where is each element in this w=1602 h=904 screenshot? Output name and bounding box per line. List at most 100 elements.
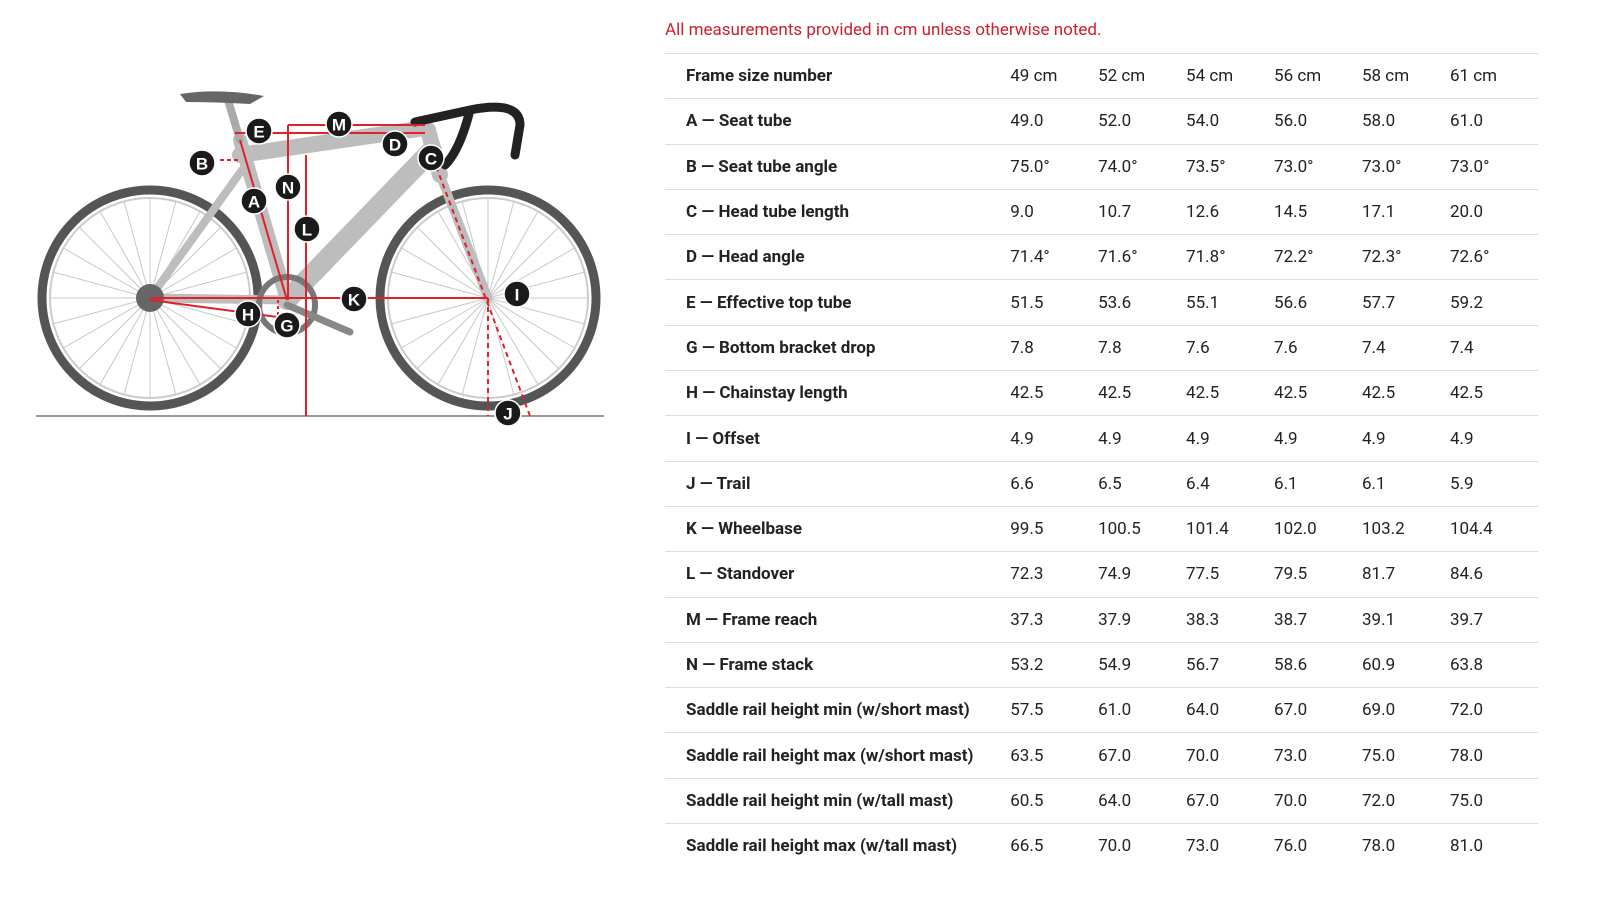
spoke — [487, 211, 539, 299]
row-label: H — Chainstay length — [665, 370, 1011, 416]
cell: 76.0 — [1274, 823, 1362, 869]
table-row: K — Wheelbase 99.5 100.5 101.4 102.0 103.2 104… — [665, 505, 1538, 552]
label-letter: B — [196, 155, 208, 174]
cell: 5.9 — [1449, 460, 1538, 507]
cell: 70.0 — [1186, 732, 1275, 779]
spoke — [401, 297, 489, 349]
table-row: B — Seat tube angle 75.0° 74.0° 73.5° 73.0° 7… — [665, 143, 1538, 190]
label-badge — [274, 173, 302, 201]
cell: 72.6° — [1449, 234, 1538, 280]
cell: 77.5 — [1186, 551, 1275, 598]
label-letter: I — [515, 286, 520, 305]
label-letter: A — [248, 193, 260, 212]
cell: 6.4 — [1186, 460, 1275, 507]
cell: 52 cm — [1098, 52, 1187, 99]
cell: 61.0 — [1449, 98, 1538, 145]
cell: 37.3 — [1010, 596, 1099, 643]
row-label: Saddle rail height min (w/tall mast) — [665, 777, 1011, 824]
cell: 17.1 — [1361, 188, 1450, 235]
cell: 73.0 — [1274, 732, 1362, 779]
spoke — [487, 297, 560, 370]
cell: 54 cm — [1186, 52, 1275, 99]
cell: 57.5 — [1010, 687, 1099, 733]
cell: 71.6° — [1098, 234, 1187, 280]
row-label: K — Wheelbase — [665, 505, 1011, 552]
cell: 58 cm — [1361, 52, 1450, 99]
row-label: D — Head angle — [665, 234, 1011, 280]
cell: 73.0° — [1449, 143, 1538, 190]
cell: 63.8 — [1449, 641, 1538, 688]
spoke — [53, 297, 151, 325]
row-label: M — Frame reach — [665, 596, 1011, 643]
table-row: L — Standover 72.3 74.9 77.5 79.5 81.7 84.6 — [665, 551, 1538, 598]
cell: 7.4 — [1361, 324, 1450, 371]
label-letter: C — [425, 150, 437, 169]
cell: 39.7 — [1449, 596, 1538, 643]
label-badge — [188, 149, 216, 177]
spoke — [63, 297, 151, 349]
cell: 67.0 — [1098, 732, 1187, 779]
spoke — [99, 211, 151, 299]
cell: 4.9 — [1186, 415, 1275, 462]
spoke — [391, 297, 489, 325]
cell: 71.4° — [1010, 234, 1099, 280]
crank — [283, 301, 354, 336]
spoke — [149, 297, 177, 395]
cell: 10.7 — [1098, 188, 1187, 235]
label-letter: N — [282, 179, 294, 198]
cell: 72.3 — [1010, 551, 1099, 598]
geometry-table: Frame size number 49 cm 52 cm 54 cm 56 cm 58 … — [665, 52, 1538, 869]
spokes — [50, 198, 588, 398]
table-row: Saddle rail height max (w/short mast) 63.… — [665, 732, 1538, 779]
cell: 78.0 — [1361, 823, 1450, 869]
cell: 39.1 — [1361, 596, 1450, 643]
label-letter: E — [253, 123, 264, 142]
row-label: E — Effective top tube — [665, 279, 1011, 326]
row-label: Saddle rail height min (w/short mast) — [665, 687, 1011, 733]
row-label: G — Bottom bracket drop — [665, 324, 1011, 371]
saddle — [180, 91, 264, 104]
cell: 74.9 — [1098, 551, 1187, 598]
table-row: G — Bottom bracket drop 7.8 7.8 7.6 7.6 7.4 7.… — [665, 324, 1538, 371]
cell: 71.8° — [1186, 234, 1275, 280]
spoke — [416, 297, 489, 370]
spoke — [63, 247, 151, 299]
spoke — [487, 297, 575, 349]
cell: 81.0 — [1449, 823, 1538, 869]
cell: 49 cm — [1010, 52, 1099, 99]
cell: 67.0 — [1274, 687, 1362, 733]
row-label: J — Trail — [665, 460, 1011, 507]
cell: 7.8 — [1010, 324, 1099, 371]
label-badge — [340, 285, 368, 313]
spoke — [487, 247, 575, 299]
cell: 55.1 — [1186, 279, 1275, 326]
cell: 38.7 — [1274, 596, 1362, 643]
label-letter: G — [280, 317, 293, 336]
cell: 73.0 — [1186, 823, 1275, 869]
bike-diagram: M E D C B N A L K I H G J — [36, 91, 604, 427]
row-label: L — Standover — [665, 551, 1011, 598]
label-badge — [240, 187, 268, 215]
spoke — [99, 297, 151, 385]
cell: 59.2 — [1449, 279, 1538, 326]
table-row: Saddle rail height min (w/tall mast) 60.5… — [665, 777, 1538, 824]
spoke — [149, 271, 247, 299]
cell: 69.0 — [1361, 687, 1450, 733]
cell: 4.9 — [1361, 415, 1450, 462]
cell: 4.9 — [1098, 415, 1187, 462]
cell: 67.0 — [1186, 777, 1275, 824]
cell: 100.5 — [1098, 505, 1187, 552]
cell: 54.9 — [1098, 641, 1187, 688]
cell: 4.9 — [1449, 415, 1538, 462]
table-row: H — Chainstay length 42.5 42.5 42.5 42.5 42.5… — [665, 370, 1538, 416]
row-label: Frame size number — [665, 52, 1011, 99]
cell: 61 cm — [1449, 52, 1538, 99]
label-badge — [293, 215, 321, 243]
spoke — [123, 201, 151, 299]
cell: 79.5 — [1274, 551, 1362, 598]
spoke — [487, 271, 585, 299]
spoke — [416, 226, 489, 299]
label-badge — [494, 399, 522, 427]
row-label: A — Seat tube — [665, 98, 1011, 145]
cell: 73.0° — [1361, 143, 1450, 190]
